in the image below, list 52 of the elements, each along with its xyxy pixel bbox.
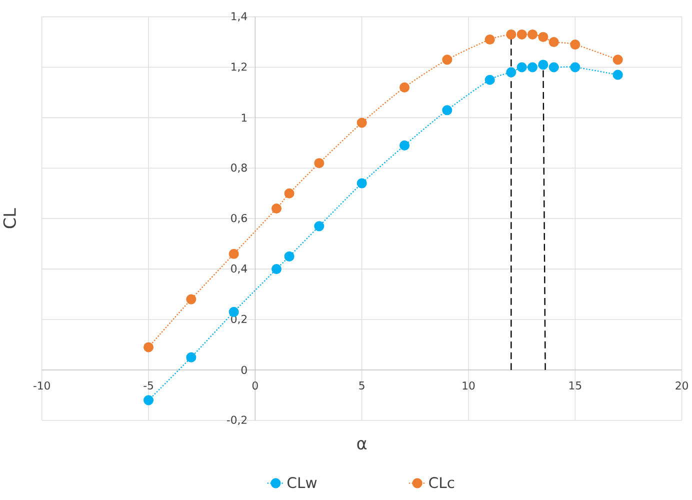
x-tick-label: 10 [462, 382, 475, 390]
x-tick-label: 20 [676, 382, 688, 390]
point [356, 178, 367, 189]
x-tick-label: -10 [34, 382, 50, 390]
point [442, 54, 452, 65]
point [442, 105, 452, 116]
y-tick-label: 0,8 [231, 164, 247, 174]
y-tick-label: 1,4 [232, 12, 247, 22]
y-tick-label: 0 [241, 366, 247, 374]
x-tick-label: 15 [569, 382, 582, 390]
point [538, 32, 548, 42]
legend-label: CLc [429, 477, 454, 488]
point [612, 54, 623, 65]
point [612, 70, 623, 80]
point [506, 68, 516, 78]
point [506, 30, 516, 40]
y-tick-label: 0,6 [231, 214, 247, 224]
x-tick-label: 0 [252, 382, 258, 390]
y-tick-label: 1,2 [232, 62, 247, 72]
x-tick-label: -5 [144, 382, 153, 390]
point [538, 60, 548, 70]
x-tick-label: 5 [359, 382, 364, 390]
point [399, 140, 410, 151]
y-tick-label: 0,4 [231, 264, 247, 274]
y-axis-title: CL [3, 208, 16, 228]
point [570, 62, 580, 73]
point [143, 342, 154, 352]
point [284, 188, 294, 199]
point [399, 82, 410, 93]
point [548, 62, 559, 73]
point [356, 118, 367, 128]
point [527, 30, 538, 40]
point [314, 158, 324, 168]
point [186, 294, 196, 305]
point [570, 40, 580, 50]
legend-label: CLw [288, 477, 317, 488]
point [548, 37, 559, 48]
point [271, 204, 282, 214]
point [228, 249, 239, 260]
point [314, 221, 324, 232]
point [527, 62, 538, 73]
point [516, 30, 527, 40]
point [484, 75, 495, 86]
point [271, 264, 282, 274]
y-tick-label: 1 [242, 114, 247, 122]
point [516, 62, 527, 73]
point [284, 252, 294, 262]
y-tick-label: -0,2 [226, 416, 247, 426]
point [484, 34, 495, 45]
point [186, 352, 196, 363]
point [143, 395, 154, 406]
x-axis-title: α [357, 440, 367, 450]
